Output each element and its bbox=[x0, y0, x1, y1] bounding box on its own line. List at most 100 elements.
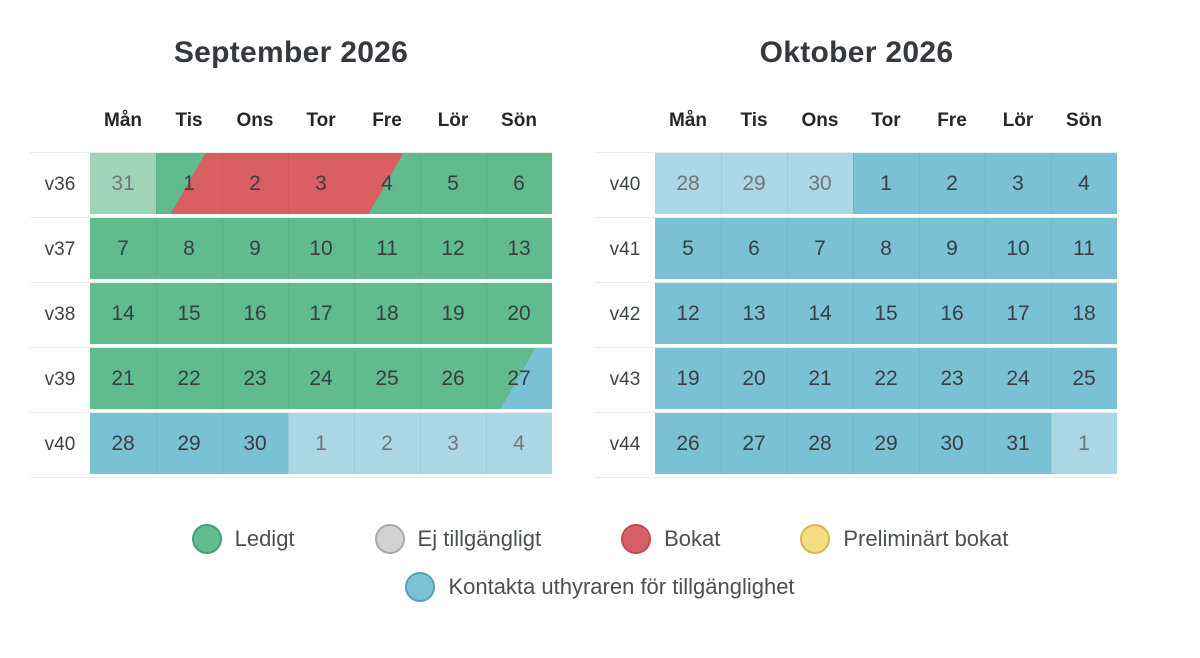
weekday-header: Sön bbox=[1066, 110, 1102, 131]
day-number: 26 bbox=[441, 366, 465, 390]
day-cell: 5 bbox=[655, 218, 721, 279]
calendar-grid: v40 28 29 30 1 2 3 4 v41 5 6 7 8 9 10 11 v42 12 13 14 15 16 17… bbox=[595, 152, 1118, 478]
day-number: 24 bbox=[1006, 366, 1030, 390]
week-row: v40 28 29 30 1 2 3 4 bbox=[595, 152, 1118, 217]
weekday-row: Mån Tis Ons Tor Fre Lör Sön bbox=[90, 110, 552, 132]
weekday-header: Lör bbox=[437, 110, 469, 131]
legend: Ledigt Ej tillgängligt Bokat Preliminärt bo… bbox=[0, 524, 1200, 602]
day-cell: 26 bbox=[655, 413, 721, 474]
weekday-header: Tis bbox=[740, 110, 768, 131]
day-cell: 9 bbox=[222, 218, 288, 279]
day-cell: 13 bbox=[486, 218, 552, 279]
day-cell: 14 bbox=[787, 283, 853, 344]
day-number: 3 bbox=[447, 431, 459, 455]
week-row: v39 21 22 23 24 25 26 27 bbox=[30, 347, 552, 412]
day-number: 9 bbox=[249, 236, 261, 260]
day-number: 13 bbox=[742, 301, 766, 325]
week-label: v44 bbox=[609, 434, 641, 455]
day-cell: 12 bbox=[655, 283, 721, 344]
week-row: v38 14 15 16 17 18 19 20 bbox=[30, 282, 552, 347]
day-number: 26 bbox=[676, 431, 700, 455]
day-number: 4 bbox=[381, 171, 393, 195]
day-cell: 2 bbox=[222, 153, 288, 214]
day-cell: 16 bbox=[919, 283, 985, 344]
legend-item-available: Ledigt bbox=[191, 524, 295, 554]
day-number: 31 bbox=[1006, 431, 1030, 455]
day-cell: 1 bbox=[853, 153, 919, 214]
weekday-header: Tis bbox=[175, 110, 203, 131]
week-label: v38 bbox=[44, 304, 76, 325]
day-number: 6 bbox=[748, 236, 760, 260]
day-number: 14 bbox=[808, 301, 832, 325]
day-cell: 6 bbox=[486, 153, 552, 214]
day-number: 30 bbox=[940, 431, 964, 455]
day-number: 20 bbox=[742, 366, 766, 390]
week-label: v36 bbox=[44, 174, 76, 195]
legend-item-contact: Kontakta uthyraren för tillgänglighet bbox=[405, 572, 795, 602]
day-number: 17 bbox=[309, 301, 333, 325]
week-row: v37 7 8 9 10 11 12 13 bbox=[30, 217, 552, 282]
day-number: 2 bbox=[249, 171, 261, 195]
weekday-header: Sön bbox=[501, 110, 537, 131]
day-cell: 23 bbox=[222, 348, 288, 409]
day-number: 4 bbox=[513, 431, 525, 455]
day-number: 27 bbox=[742, 431, 766, 455]
day-number: 10 bbox=[309, 236, 333, 260]
weekday-header: Tor bbox=[306, 110, 336, 131]
day-cell: 28 bbox=[90, 413, 156, 474]
day-cell: 20 bbox=[721, 348, 787, 409]
day-number: 15 bbox=[874, 301, 898, 325]
day-number: 7 bbox=[814, 236, 826, 260]
day-number: 29 bbox=[742, 171, 766, 195]
day-cell: 10 bbox=[985, 218, 1051, 279]
day-cell: 27 bbox=[721, 413, 787, 474]
day-cell: 31 bbox=[985, 413, 1051, 474]
day-cell: 24 bbox=[288, 348, 354, 409]
weekday-header: Lör bbox=[1002, 110, 1034, 131]
day-number: 5 bbox=[447, 171, 459, 195]
day-cell: 16 bbox=[222, 283, 288, 344]
week-label: v41 bbox=[609, 239, 641, 260]
day-cell: 30 bbox=[787, 153, 853, 214]
day-number: 23 bbox=[940, 366, 964, 390]
week-row: v42 12 13 14 15 16 17 18 bbox=[595, 282, 1118, 347]
legend-dot-not_available bbox=[374, 524, 405, 554]
day-number: 8 bbox=[183, 236, 195, 260]
legend-dot-available bbox=[191, 524, 222, 554]
day-number: 27 bbox=[507, 366, 531, 390]
day-number: 5 bbox=[682, 236, 694, 260]
day-number: 14 bbox=[111, 301, 135, 325]
legend-item-preliminary: Preliminärt bokat bbox=[800, 524, 1008, 554]
day-cell: 29 bbox=[156, 413, 222, 474]
day-cell: 4 bbox=[1051, 153, 1117, 214]
day-cell: 31 bbox=[90, 153, 156, 214]
day-number: 30 bbox=[243, 431, 267, 455]
day-number: 3 bbox=[1012, 171, 1024, 195]
legend-label: Kontakta uthyraren för tillgänglighet bbox=[448, 574, 795, 599]
day-cell: 27 bbox=[486, 348, 552, 409]
day-cell: 3 bbox=[288, 153, 354, 214]
day-number: 2 bbox=[946, 171, 958, 195]
weekday-header: Fre bbox=[372, 110, 402, 131]
day-number: 31 bbox=[111, 171, 135, 195]
day-number: 13 bbox=[507, 236, 531, 260]
day-cell: 19 bbox=[420, 283, 486, 344]
day-cell: 22 bbox=[853, 348, 919, 409]
day-cell: 5 bbox=[420, 153, 486, 214]
day-cell: 10 bbox=[288, 218, 354, 279]
day-cell: 18 bbox=[1051, 283, 1117, 344]
day-number: 28 bbox=[111, 431, 135, 455]
day-number: 19 bbox=[441, 301, 465, 325]
day-cell: 17 bbox=[288, 283, 354, 344]
week-label: v40 bbox=[44, 434, 76, 455]
legend-dot-contact bbox=[405, 572, 436, 602]
calendar-title: September 2026 bbox=[173, 36, 409, 69]
day-number: 18 bbox=[375, 301, 399, 325]
day-cell: 29 bbox=[853, 413, 919, 474]
day-cell: 15 bbox=[853, 283, 919, 344]
day-number: 10 bbox=[1006, 236, 1030, 260]
day-number: 22 bbox=[177, 366, 201, 390]
day-number: 17 bbox=[1006, 301, 1030, 325]
day-number: 11 bbox=[1073, 236, 1095, 260]
day-cell: 20 bbox=[486, 283, 552, 344]
